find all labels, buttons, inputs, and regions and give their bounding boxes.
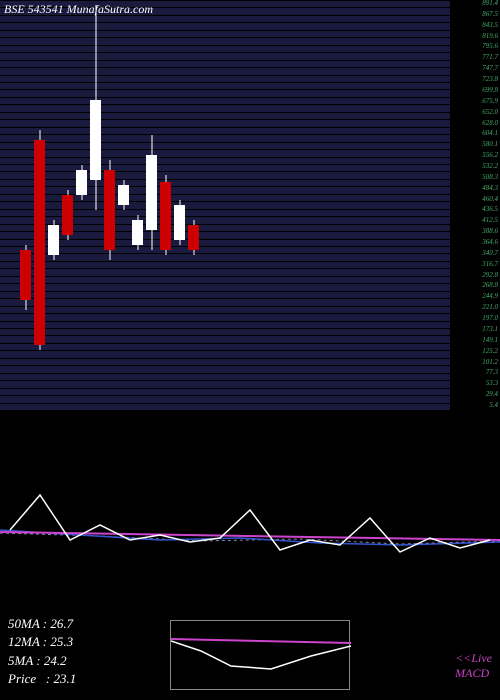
- live-line1: <<Live: [455, 651, 492, 665]
- legend-12ma: 12MA : 25.3: [8, 633, 76, 651]
- symbol-label: BSE 543541: [4, 2, 64, 16]
- indicator-lines: [0, 440, 500, 620]
- inset-lines: [171, 621, 351, 691]
- legend: 50MA : 26.7 12MA : 25.3 5MA : 24.2 Price…: [8, 615, 76, 688]
- legend-5ma: 5MA : 24.2: [8, 652, 76, 670]
- y-axis: 891.4867.5843.5819.6795.6771.7747.7723.8…: [450, 0, 500, 410]
- candlestick-chart: BSE 543541 MunafaSutra.com: [0, 0, 450, 410]
- candle-series: [0, 0, 450, 410]
- legend-price: Price : 23.1: [8, 670, 76, 688]
- chart-header: BSE 543541 MunafaSutra.com: [4, 2, 153, 17]
- macd-indicator: [0, 440, 500, 620]
- live-macd-label: <<Live MACD: [455, 651, 492, 680]
- legend-50ma: 50MA : 26.7: [8, 615, 76, 633]
- site-label: MunafaSutra.com: [67, 2, 153, 16]
- macd-inset: [170, 620, 350, 690]
- live-line2: MACD: [455, 666, 492, 680]
